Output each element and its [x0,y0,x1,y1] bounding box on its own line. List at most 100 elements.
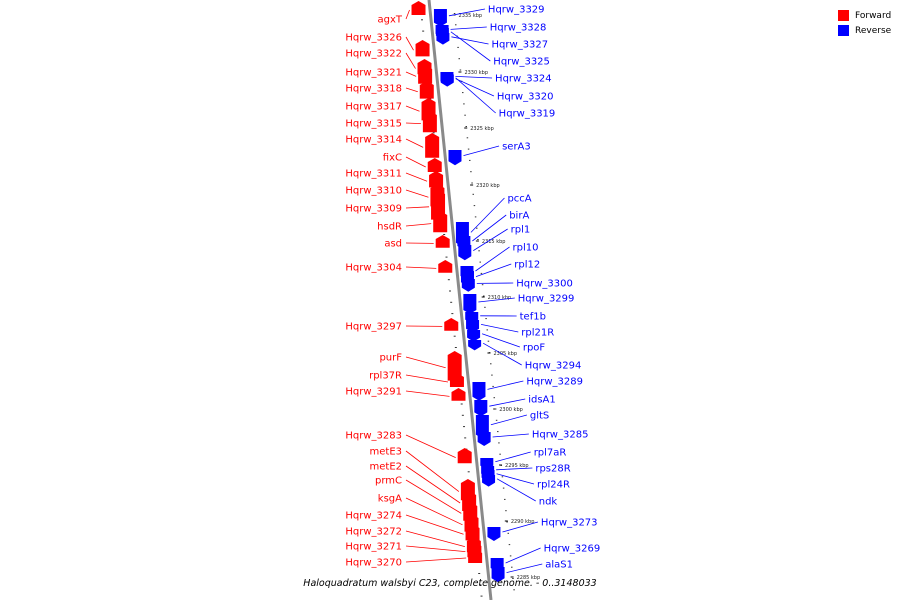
reverse-gene-leader [450,31,491,62]
minor-tick-right [480,272,483,274]
forward-gene-arrow [449,373,464,387]
reverse-gene-arrow [466,320,480,333]
reverse-gene-leader [450,26,487,30]
minor-tick-left [467,471,470,473]
reverse-gene-leader [496,467,533,471]
reverse-gene-label: rpl24R [537,480,570,491]
forward-gene-label: metE3 [370,447,403,458]
forward-gene-leader [405,189,429,198]
genome-caption: Haloquadratum walsbyi C23, complete geno… [303,578,597,589]
reverse-gene-label: Hqrw_3299 [518,294,575,305]
minor-tick-right [485,318,487,320]
reverse-gene-leader [506,563,543,573]
reverse-gene-label: Hqrw_3328 [490,23,547,34]
reverse-gene-arrow [435,28,449,40]
reverse-gene-label: tef1b [520,312,546,323]
reverse-gene-label: serA3 [502,142,531,153]
reverse-gene-label: idsA1 [528,395,556,406]
reverse-gene-arrow [472,382,486,401]
minor-tick-left [453,335,456,337]
reverse-gene-leader [455,76,493,79]
reverse-gene-leader [496,473,535,485]
reverse-gene-leader [455,78,495,97]
reverse-gene-arrow [474,400,488,417]
forward-gene-label: fixC [383,153,402,164]
forward-gene-leader [405,450,460,492]
forward-gene-label: Hqrw_3304 [345,263,402,274]
reverse-gene-leader [490,414,527,426]
reverse-gene-leader [505,547,541,564]
forward-gene-leader [405,434,456,458]
forward-gene-label: Hqrw_3309 [345,204,402,215]
minor-tick-right [508,544,511,546]
minor-tick-right [458,58,460,60]
scale-tick-label: 2295 kbp [505,463,529,469]
forward-gene-leader [405,266,437,269]
reverse-gene-arrow [482,475,496,487]
forward-gene-arrow [444,318,459,331]
reverse-gene-label: rpl1 [511,225,531,236]
minor-tick-right [511,566,513,568]
minor-tick-right [491,374,493,376]
minor-tick-right [477,239,479,240]
forward-gene-label: Hqrw_3283 [345,431,402,442]
minor-tick-right [481,284,484,286]
minor-tick-right [454,24,457,26]
minor-tick-right [512,578,514,579]
reverse-gene-label: Hqrw_3294 [525,361,582,372]
reverse-gene-leader [480,324,519,333]
reverse-gene-label: ndk [539,497,558,508]
reverse-gene-arrow [440,74,454,86]
forward-gene-arrow [425,133,440,158]
reverse-gene-leader [455,77,496,114]
minor-tick-right [498,442,500,444]
forward-gene-arrow [422,111,437,133]
forward-swatch [838,10,849,21]
minor-tick-left [461,414,464,416]
reverse-gene-leader [489,398,526,407]
minor-tick-right [502,487,505,489]
forward-gene-leader [405,156,426,168]
minor-tick-right [474,216,477,218]
forward-gene-leader [405,223,432,227]
minor-tick-right [501,476,504,478]
scale-tick-label: 2315 kbp [482,239,506,245]
minor-tick-right [459,69,462,71]
minor-tick-left [420,19,423,21]
forward-gene-arrow [415,40,430,57]
legend-forward: Forward [838,8,891,23]
minor-tick-right [471,182,473,184]
reverse-gene-leader [487,380,524,390]
minor-tick-right [467,148,470,150]
reverse-gene-leader [451,36,489,45]
scale-tick-label: 2330 kbp [464,70,488,76]
forward-gene-label: Hqrw_3310 [345,186,402,197]
reverse-gene-label: Hqrw_3327 [492,40,549,51]
minor-tick-left [449,290,452,292]
forward-gene-label: Hqrw_3321 [345,68,402,79]
reverse-gene-label: Hqrw_3329 [488,5,545,16]
reverse-gene-arrow [458,245,472,261]
forward-gene-arrow [419,81,434,99]
minor-tick-right [506,521,508,523]
minor-tick-right [473,205,476,207]
forward-gene-arrow [429,171,444,188]
reverse-gene-label: Hqrw_3324 [495,74,552,85]
forward-gene-leader [405,206,430,209]
forward-gene-leader [405,105,420,112]
forward-gene-label: Hqrw_3311 [345,169,402,180]
minor-tick-right [499,453,501,455]
forward-gene-label: Hqrw_3322 [345,49,402,60]
reverse-gene-arrow [487,527,501,541]
minor-tick-right [472,193,475,195]
reverse-gene-arrow [433,9,447,27]
reverse-gene-label: Hqrw_3269 [544,544,601,555]
minor-tick-right [500,465,503,466]
forward-gene-leader [405,514,464,535]
forward-gene-label: Hqrw_3297 [345,322,402,333]
forward-gene-arrow [468,549,483,563]
minor-tick-right [507,532,510,534]
forward-gene-arrow [447,351,462,381]
forward-gene-leader [405,390,450,397]
